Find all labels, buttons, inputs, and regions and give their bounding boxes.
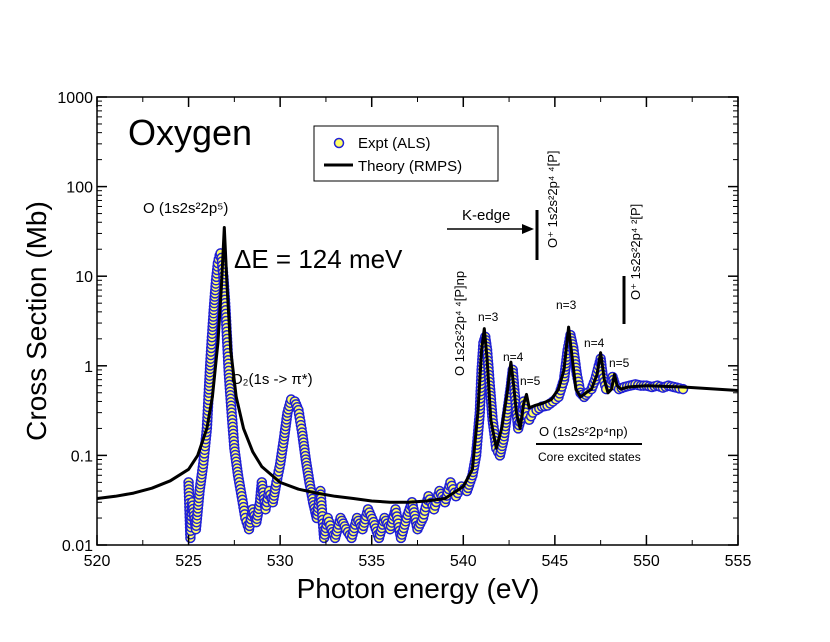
x-tick-label: 550 [633, 553, 660, 570]
y-tick-label: 1 [84, 359, 93, 376]
annotation-rydberg-series: O 1s2s²2p⁴ ⁴[P]np [452, 271, 467, 376]
annotation-o2-pi: O₂(1s -> π*) [231, 371, 313, 388]
theory-line [97, 226, 738, 504]
x-tick-label: 520 [84, 553, 111, 570]
y-tick-label: 0.1 [71, 448, 93, 465]
legend: Expt (ALS) Theory (RMPS) [313, 125, 499, 182]
annotation-n4-b: n=4 [584, 336, 605, 350]
y-tick-label: 10 [75, 269, 93, 286]
annotation-core-excited: Core excited states [538, 450, 641, 464]
y-tick-label: 1000 [57, 90, 93, 107]
x-tick-label: 525 [175, 553, 202, 570]
x-tick-label: 555 [725, 553, 752, 570]
annotation-k-edge: K-edge [462, 207, 510, 224]
legend-box [313, 125, 499, 182]
legend-expt-label: Expt (ALS) [358, 135, 431, 152]
y-axis-label: Cross Section (Mb) [21, 201, 52, 441]
y-tick-label: 0.01 [62, 538, 93, 555]
annotation-n3-b: n=3 [556, 298, 577, 312]
k-edge-arrow-head [522, 224, 534, 234]
y-tick-label: 100 [66, 180, 93, 197]
x-tick-label: 540 [450, 553, 477, 570]
plot-area [96, 96, 739, 546]
annotation-peak-o: O (1s2s²2p⁵) [143, 200, 228, 217]
annotation-n5-b: n=5 [609, 356, 630, 370]
legend-theory-label: Theory (RMPS) [358, 158, 462, 175]
annotation-core-config: O (1s2s²2p⁴np) [539, 424, 628, 439]
x-tick-label: 535 [358, 553, 385, 570]
annotation-n4-a: n=4 [503, 350, 524, 364]
data-layer [97, 226, 738, 544]
x-tick-label: 530 [267, 553, 294, 570]
chart-title: Oxygen [128, 112, 252, 153]
legend-expt-marker [333, 137, 345, 149]
annotation-o-plus-4p: O⁺ 1s2s²2p⁴ ⁴[P] [545, 150, 560, 248]
x-axis-label: Photon energy (eV) [297, 573, 540, 604]
annotation-n5-a: n=5 [520, 374, 541, 388]
x-tick-label: 545 [542, 553, 569, 570]
annotation-o-plus-2p: O⁺ 1s2s²2p⁴ ²[P] [628, 204, 643, 300]
annotation-n3-a: n=3 [478, 310, 499, 324]
annotation-delta-e: ΔE = 124 meV [234, 244, 403, 274]
axis-ticks: 520 525 530 535 540 545 550 555 0.01 0.1 1 10 100 100… [57, 90, 751, 570]
